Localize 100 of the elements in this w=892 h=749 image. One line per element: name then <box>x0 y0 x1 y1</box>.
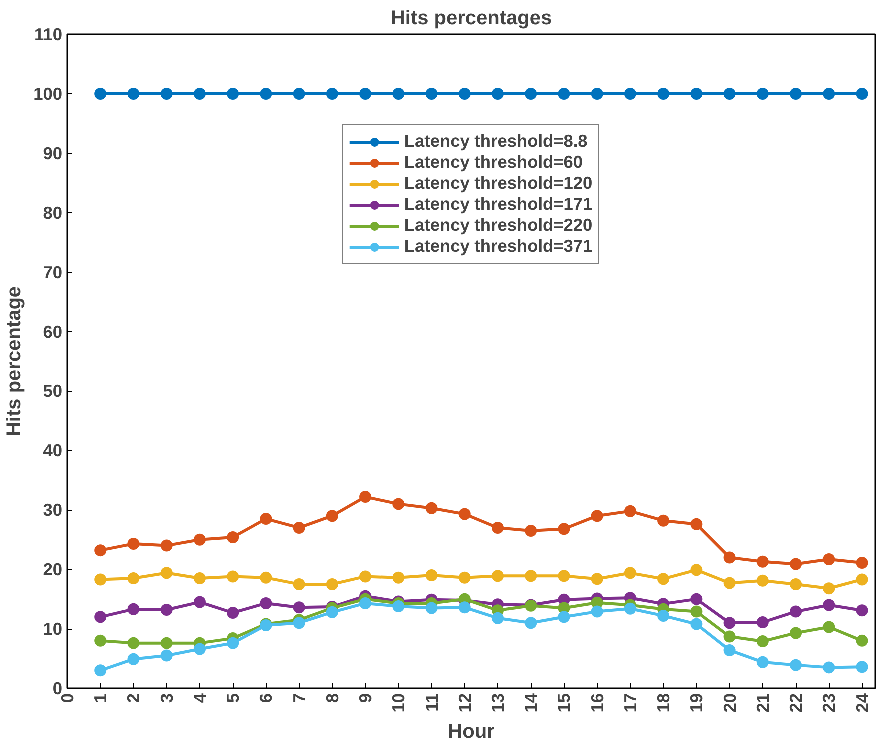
point <box>856 88 868 100</box>
point <box>94 544 107 557</box>
point <box>293 88 306 100</box>
point <box>293 602 306 614</box>
point <box>558 523 570 536</box>
point <box>756 574 769 587</box>
x-tick-label: 6 <box>256 693 276 704</box>
point <box>94 664 107 677</box>
x-tick-label: 22 <box>786 693 806 713</box>
y-tick-label: 60 <box>43 322 63 342</box>
x-tick-label: 3 <box>156 693 177 704</box>
point <box>756 616 769 628</box>
point <box>360 597 372 610</box>
point <box>823 599 836 612</box>
x-tick-label: 18 <box>654 693 674 713</box>
point <box>790 606 802 618</box>
point <box>227 88 240 100</box>
point <box>458 572 471 584</box>
x-tick-label: 9 <box>356 693 376 704</box>
legend-label: Latency threshold=120 <box>404 173 593 194</box>
point <box>160 637 173 650</box>
x-tick-label: 16 <box>587 693 608 713</box>
point <box>426 570 438 582</box>
point <box>360 88 372 100</box>
point <box>326 510 338 522</box>
point <box>756 88 769 100</box>
point <box>856 574 868 586</box>
legend-label: Latency threshold=220 <box>404 215 593 236</box>
point <box>525 570 538 582</box>
point <box>492 570 504 582</box>
point <box>690 618 703 630</box>
point <box>128 88 140 100</box>
point <box>525 617 538 630</box>
x-tick-label: 24 <box>852 693 872 713</box>
point <box>658 514 670 527</box>
point <box>227 570 240 583</box>
point <box>426 602 438 614</box>
y-tick-label: 50 <box>43 381 63 402</box>
point <box>790 659 802 672</box>
point <box>823 88 836 100</box>
legend-label: Latency threshold=171 <box>404 194 593 215</box>
point <box>128 538 140 550</box>
point <box>392 88 405 100</box>
point <box>724 630 736 643</box>
point <box>128 572 140 584</box>
x-tick-label: 8 <box>322 693 342 704</box>
point <box>426 502 438 514</box>
y-tick-label: 10 <box>43 619 63 640</box>
point <box>658 610 670 622</box>
y-tick-label: 20 <box>43 560 63 580</box>
x-tick-label: 12 <box>454 693 475 713</box>
point <box>458 88 471 100</box>
x-tick-label: 19 <box>686 693 707 713</box>
x-tick-label: 5 <box>223 693 244 704</box>
point <box>326 578 338 590</box>
point <box>856 661 868 674</box>
x-tick-label: 11 <box>422 693 442 712</box>
point <box>194 596 206 608</box>
point <box>658 88 670 100</box>
point <box>360 570 372 583</box>
point <box>194 572 206 584</box>
point <box>724 552 736 564</box>
point <box>392 498 405 510</box>
point <box>128 653 140 666</box>
point <box>260 597 272 610</box>
point <box>160 88 173 100</box>
y-tick-label: 30 <box>43 500 63 520</box>
point <box>492 522 504 534</box>
point <box>260 88 272 100</box>
point <box>194 643 206 656</box>
point <box>94 574 107 586</box>
y-tick-label: 90 <box>43 143 63 164</box>
x-tick-label: 15 <box>554 693 574 713</box>
x-tick-label: 1 <box>90 693 111 704</box>
point <box>227 607 240 619</box>
point <box>227 531 240 544</box>
point <box>790 578 802 590</box>
x-tick-label: 21 <box>752 693 773 713</box>
x-tick-label: 20 <box>720 693 740 713</box>
point <box>128 603 140 616</box>
point <box>558 570 570 582</box>
point <box>724 644 736 656</box>
point <box>160 540 173 552</box>
y-axis-title: Hits percentage <box>4 286 26 437</box>
point <box>823 582 836 595</box>
y-tick-label: 110 <box>34 24 63 44</box>
point <box>392 600 405 612</box>
x-tick-label: 14 <box>521 693 542 713</box>
point <box>591 573 604 586</box>
point <box>724 88 736 100</box>
point <box>194 534 206 546</box>
point <box>525 524 538 537</box>
x-axis-title: Hour <box>448 720 496 743</box>
point <box>392 572 405 584</box>
legend-label: Latency threshold=60 <box>404 152 583 173</box>
chart-title: Hits percentages <box>390 8 552 30</box>
legend-label: Latency threshold=371 <box>404 236 593 257</box>
point <box>492 612 504 624</box>
y-tick-label: 80 <box>43 202 63 223</box>
point <box>790 88 802 100</box>
